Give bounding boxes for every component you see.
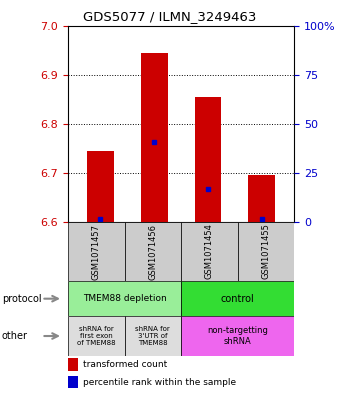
Bar	[181, 281, 294, 316]
Bar	[124, 316, 181, 356]
Bar	[68, 358, 78, 371]
Bar	[68, 316, 124, 356]
Text: GSM1071456: GSM1071456	[148, 224, 157, 279]
Bar	[68, 281, 181, 316]
Bar	[87, 151, 114, 222]
Text: shRNA for
3'UTR of
TMEM88: shRNA for 3'UTR of TMEM88	[135, 326, 170, 346]
Bar	[194, 97, 221, 222]
Text: non-targetting
shRNA: non-targetting shRNA	[207, 326, 268, 346]
Text: shRNA for
first exon
of TMEM88: shRNA for first exon of TMEM88	[77, 326, 116, 346]
Bar	[248, 175, 275, 222]
Text: GDS5077 / ILMN_3249463: GDS5077 / ILMN_3249463	[83, 10, 257, 23]
Text: other: other	[2, 331, 28, 341]
Text: protocol: protocol	[2, 294, 41, 304]
Text: control: control	[221, 294, 254, 304]
Bar	[238, 222, 294, 281]
Text: GSM1071455: GSM1071455	[261, 224, 270, 279]
Bar	[68, 222, 124, 281]
Bar	[141, 53, 168, 222]
Text: GSM1071457: GSM1071457	[92, 224, 101, 279]
Bar	[181, 316, 294, 356]
Bar	[124, 222, 181, 281]
Text: GSM1071454: GSM1071454	[205, 224, 214, 279]
Text: TMEM88 depletion: TMEM88 depletion	[83, 294, 166, 303]
Bar	[68, 376, 78, 388]
Text: transformed count: transformed count	[83, 360, 167, 369]
Text: percentile rank within the sample: percentile rank within the sample	[83, 378, 236, 387]
Bar	[181, 222, 238, 281]
